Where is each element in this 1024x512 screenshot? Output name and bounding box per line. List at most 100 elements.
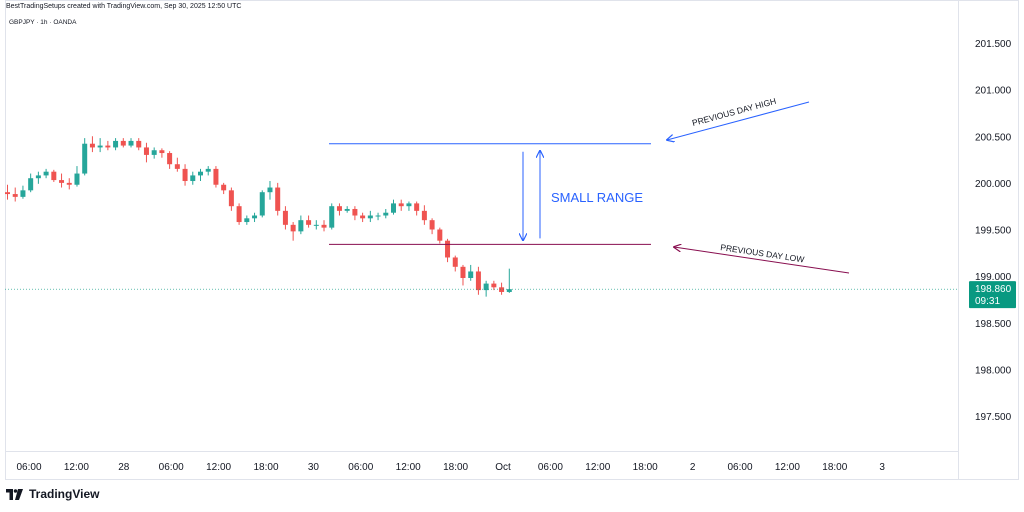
candle-body [66, 182, 72, 185]
candle[interactable] [491, 280, 497, 291]
price-tick-label: 200.000 [975, 179, 1012, 190]
candle[interactable] [89, 136, 95, 153]
price-tick-label: 199.000 [975, 272, 1012, 283]
candle[interactable] [12, 187, 18, 202]
candle-body [398, 203, 404, 207]
candle-body [198, 171, 203, 176]
candle[interactable] [252, 212, 258, 223]
candle[interactable] [59, 173, 65, 188]
candle[interactable] [275, 182, 281, 216]
candle[interactable] [259, 190, 265, 218]
time-tick-label: 30 [308, 462, 320, 473]
candle[interactable] [20, 185, 26, 199]
candle[interactable] [367, 210, 373, 223]
candle[interactable] [452, 255, 458, 272]
candle[interactable] [483, 280, 489, 297]
time-tick-label: 12:00 [775, 462, 800, 473]
candle[interactable] [437, 227, 443, 244]
candle-body [136, 140, 142, 148]
candle[interactable] [213, 166, 219, 188]
candle[interactable] [460, 264, 466, 286]
candle[interactable] [375, 212, 381, 221]
candle-body [182, 168, 188, 182]
candle[interactable] [499, 282, 505, 295]
candle[interactable] [28, 173, 34, 193]
candle[interactable] [74, 166, 80, 187]
candle[interactable] [120, 138, 126, 148]
candle[interactable] [344, 206, 350, 213]
candle-body [375, 215, 381, 217]
candle-body [506, 289, 512, 292]
candle[interactable] [159, 148, 165, 158]
candle[interactable] [383, 208, 389, 219]
candle[interactable] [236, 203, 242, 225]
candle-body [190, 175, 196, 182]
candle[interactable] [221, 182, 227, 195]
candle[interactable] [406, 201, 412, 211]
candle[interactable] [360, 212, 366, 223]
candle[interactable] [321, 220, 327, 232]
candle-body [282, 210, 288, 225]
candle-body [321, 224, 327, 228]
candle[interactable] [267, 181, 273, 200]
candle[interactable] [352, 206, 358, 221]
candle-body [360, 215, 366, 219]
time-axis[interactable]: 06:00 12:00 28 06:00 12:00 18:00 30 06:00 12:00 1… [16, 462, 885, 473]
candle-body [259, 192, 265, 216]
candle-body [167, 153, 173, 165]
previous-day-low-arrow[interactable] [674, 247, 850, 274]
price-tick-label: 200.500 [975, 132, 1012, 143]
candle[interactable] [244, 215, 250, 225]
candlestick-chart[interactable]: 201.500 201.000 200.500 200.000 199.500 199.0… [0, 0, 1024, 480]
candle[interactable] [182, 164, 188, 186]
candle[interactable] [329, 203, 335, 230]
candle[interactable] [51, 169, 57, 182]
candle[interactable] [475, 266, 481, 295]
candle[interactable] [174, 157, 180, 172]
candle[interactable] [167, 151, 173, 169]
candle[interactable] [66, 178, 72, 190]
time-tick-label: 18:00 [633, 462, 658, 473]
candle[interactable] [198, 168, 203, 182]
candle[interactable] [391, 199, 396, 215]
previous-day-high-arrow[interactable] [667, 101, 810, 140]
time-axis-divider [5, 451, 958, 452]
tradingview-logo[interactable]: TradingView [6, 487, 99, 501]
candle[interactable] [429, 218, 435, 235]
candle[interactable] [306, 215, 312, 228]
candle[interactable] [35, 171, 41, 184]
candle[interactable] [468, 264, 474, 281]
candle[interactable] [421, 205, 427, 225]
candle-body [267, 187, 273, 193]
candle[interactable] [298, 215, 304, 235]
candle[interactable] [128, 138, 134, 148]
current-price-badge-bg [969, 281, 1016, 309]
candle-body [391, 203, 396, 213]
candle-body [329, 206, 335, 228]
candle[interactable] [151, 147, 157, 159]
candle[interactable] [105, 140, 111, 151]
candle[interactable] [136, 138, 142, 151]
candle[interactable] [43, 168, 49, 179]
candle-body [97, 145, 103, 148]
candle[interactable] [5, 184, 10, 200]
candle[interactable] [414, 201, 420, 216]
price-axis[interactable]: 201.500 201.000 200.500 200.000 199.500 199.0… [975, 39, 1012, 423]
candle[interactable] [205, 166, 211, 176]
candle[interactable] [290, 222, 296, 241]
candle[interactable] [336, 203, 342, 216]
candle[interactable] [82, 138, 88, 176]
candle[interactable] [398, 199, 404, 211]
candle[interactable] [113, 138, 119, 151]
candle[interactable] [313, 220, 319, 230]
candle-body [43, 171, 49, 176]
candle[interactable] [97, 138, 103, 153]
candle[interactable] [282, 206, 288, 230]
candle[interactable] [143, 142, 149, 163]
time-tick-label: 18:00 [822, 462, 847, 473]
candle[interactable] [228, 187, 234, 211]
candle-body [468, 271, 474, 278]
candle[interactable] [445, 238, 451, 263]
candle-body [460, 266, 466, 278]
candle[interactable] [190, 171, 196, 185]
